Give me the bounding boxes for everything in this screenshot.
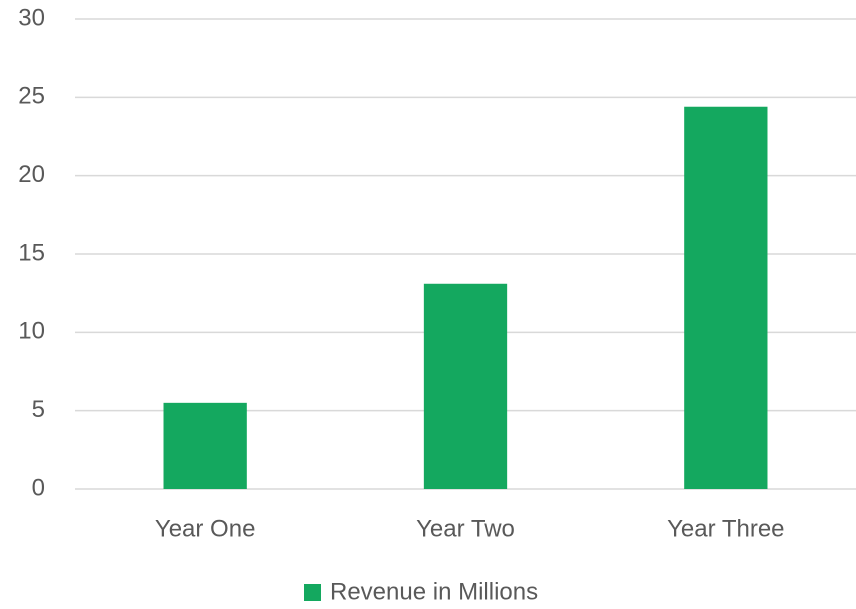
y-tick-label: 20 — [18, 161, 45, 188]
y-tick-label: 25 — [18, 83, 45, 110]
y-tick-label: 30 — [18, 4, 45, 31]
legend-swatch — [304, 584, 321, 601]
y-tick-label: 15 — [18, 239, 45, 266]
bar — [163, 402, 247, 489]
x-tick-label: Year Two — [416, 515, 515, 542]
y-tick-label: 10 — [18, 318, 45, 345]
bar — [423, 283, 508, 489]
y-tick-label: 0 — [32, 474, 45, 501]
bar — [684, 106, 768, 489]
x-tick-label: Year One — [155, 515, 256, 542]
y-tick-label: 5 — [32, 396, 45, 423]
legend-label: Revenue in Millions — [330, 578, 538, 605]
x-tick-label: Year Three — [667, 515, 784, 542]
